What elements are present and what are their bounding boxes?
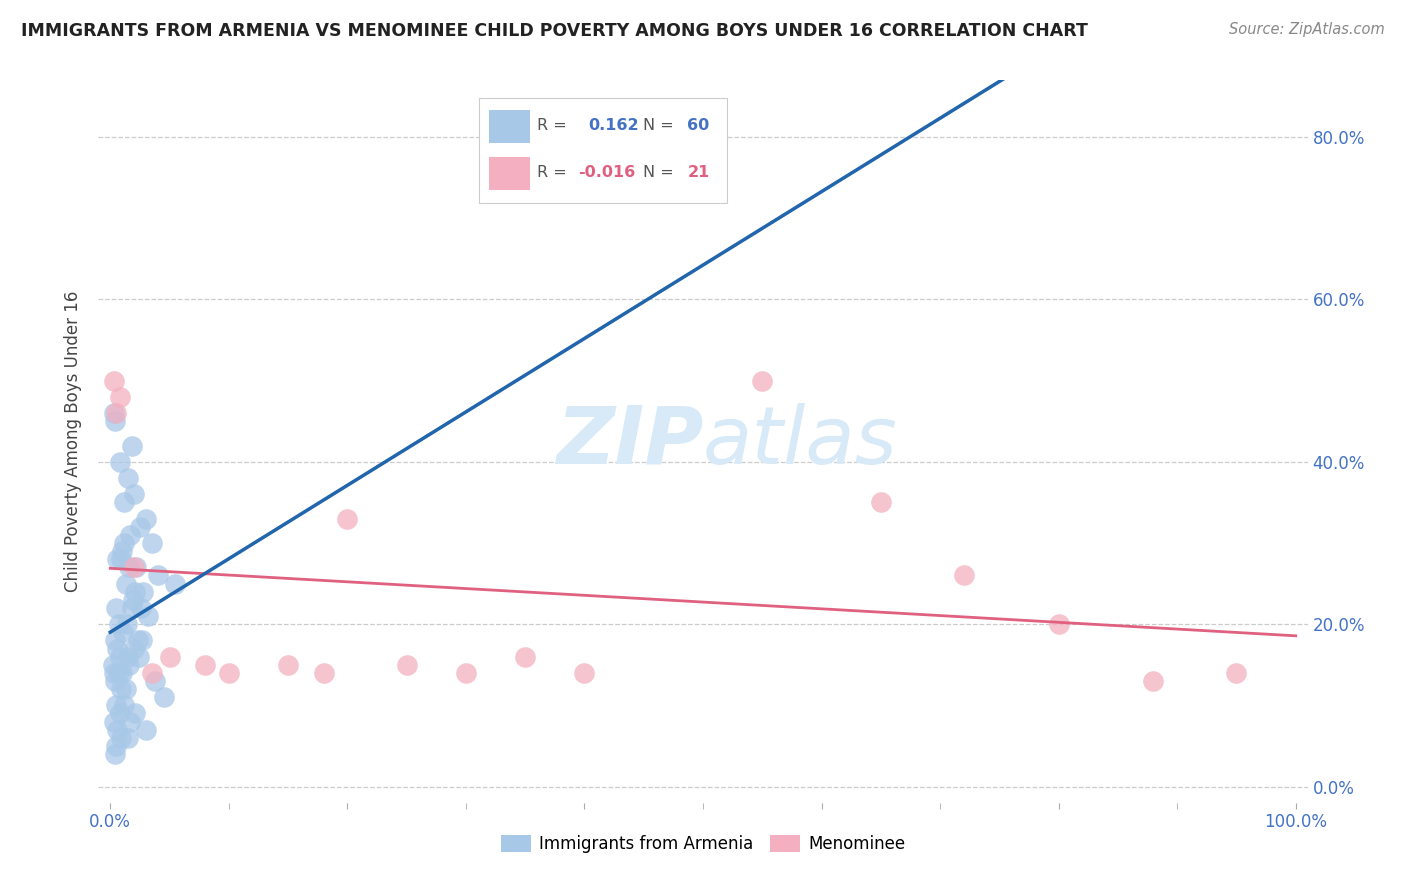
Point	[124, 584, 146, 599]
Point	[110, 682, 132, 697]
Point	[117, 649, 139, 664]
Point	[165, 576, 187, 591]
Point	[1225, 665, 1247, 680]
Point	[141, 665, 163, 680]
Point	[103, 714, 125, 729]
Point	[111, 665, 134, 680]
Point	[121, 439, 143, 453]
Point	[104, 747, 127, 761]
Point	[117, 731, 139, 745]
Point	[869, 495, 891, 509]
Text: -0.016: -0.016	[578, 165, 636, 180]
Y-axis label: Child Poverty Among Boys Under 16: Child Poverty Among Boys Under 16	[65, 291, 83, 592]
Text: ZIP: ZIP	[555, 402, 703, 481]
Point	[104, 633, 127, 648]
Point	[135, 723, 157, 737]
Point	[105, 601, 128, 615]
FancyBboxPatch shape	[489, 157, 530, 190]
Text: 60: 60	[688, 119, 710, 133]
Legend: Immigrants from Armenia, Menominee: Immigrants from Armenia, Menominee	[494, 828, 912, 860]
Point	[105, 641, 128, 656]
Point	[114, 576, 136, 591]
Point	[127, 633, 149, 648]
Point	[103, 406, 125, 420]
Point	[751, 374, 773, 388]
Point	[125, 560, 148, 574]
Point	[218, 665, 240, 680]
Point	[101, 657, 124, 672]
Point	[108, 455, 131, 469]
Point	[118, 560, 141, 574]
Point	[110, 552, 132, 566]
Point	[952, 568, 974, 582]
Point	[1047, 617, 1070, 632]
Point	[114, 536, 136, 550]
Point	[112, 625, 135, 640]
Point	[104, 673, 127, 688]
Point	[395, 657, 418, 672]
Point	[124, 706, 146, 721]
Point	[114, 682, 136, 697]
Point	[131, 633, 153, 648]
Point	[108, 390, 131, 404]
Point	[118, 657, 141, 672]
Point	[105, 723, 128, 737]
Point	[129, 520, 152, 534]
Text: Source: ZipAtlas.com: Source: ZipAtlas.com	[1229, 22, 1385, 37]
Text: N =: N =	[643, 165, 673, 180]
Point	[152, 690, 174, 705]
Point	[122, 487, 145, 501]
Point	[103, 374, 125, 388]
Text: 0.162: 0.162	[588, 119, 638, 133]
Point	[117, 471, 139, 485]
Point	[454, 665, 477, 680]
Point	[110, 731, 132, 745]
Point	[122, 641, 145, 656]
Point	[108, 706, 131, 721]
Point	[132, 584, 155, 599]
Point	[121, 592, 143, 607]
Point	[120, 714, 142, 729]
Point	[107, 665, 129, 680]
Point	[108, 649, 131, 664]
Point	[121, 601, 143, 615]
Point	[136, 609, 159, 624]
Point	[115, 617, 138, 632]
Point	[129, 601, 152, 615]
Text: IMMIGRANTS FROM ARMENIA VS MENOMINEE CHILD POVERTY AMONG BOYS UNDER 16 CORRELATI: IMMIGRANTS FROM ARMENIA VS MENOMINEE CHI…	[21, 22, 1088, 40]
Point	[159, 649, 181, 664]
Point	[143, 673, 166, 688]
Point	[114, 698, 136, 713]
Text: 21: 21	[688, 165, 710, 180]
Point	[122, 560, 145, 574]
Point	[104, 414, 127, 428]
FancyBboxPatch shape	[489, 110, 530, 143]
Point	[312, 665, 335, 680]
Point	[1142, 673, 1164, 688]
Point	[515, 649, 537, 664]
Point	[103, 665, 125, 680]
Point	[114, 495, 136, 509]
Text: N =: N =	[643, 119, 673, 133]
FancyBboxPatch shape	[479, 98, 727, 203]
Point	[141, 536, 163, 550]
Point	[336, 511, 359, 525]
Text: R =: R =	[537, 119, 567, 133]
Point	[105, 406, 128, 420]
Point	[277, 657, 299, 672]
Point	[146, 568, 169, 582]
Point	[128, 649, 150, 664]
Point	[105, 552, 128, 566]
Text: R =: R =	[537, 165, 567, 180]
Point	[574, 665, 596, 680]
Text: atlas: atlas	[703, 402, 898, 481]
Point	[105, 739, 128, 753]
Point	[135, 511, 157, 525]
Point	[107, 617, 129, 632]
Point	[120, 528, 142, 542]
Point	[194, 657, 217, 672]
Point	[111, 544, 134, 558]
Point	[105, 698, 128, 713]
